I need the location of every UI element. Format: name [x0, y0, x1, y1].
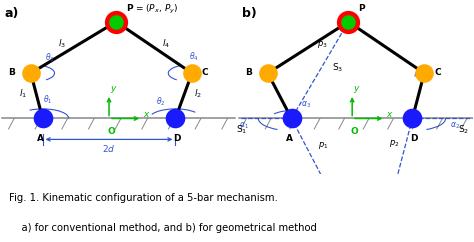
Text: $p_3$: $p_3$ — [317, 39, 328, 50]
Text: $\mathbf{P}$$\,=(P_x,\,P_y)$: $\mathbf{P}$$\,=(P_x,\,P_y)$ — [126, 3, 178, 16]
Text: $\mathbf{B}$: $\mathbf{B}$ — [9, 66, 17, 77]
Point — [112, 20, 120, 24]
Text: $\theta_2$: $\theta_2$ — [156, 96, 166, 108]
Point — [172, 117, 179, 121]
Point — [188, 71, 196, 75]
Text: $l_4$: $l_4$ — [162, 38, 170, 50]
Point — [409, 117, 416, 121]
Text: $\alpha_1$: $\alpha_1$ — [239, 120, 249, 131]
Point — [39, 117, 46, 121]
Text: $\mathrm{S}_2$: $\mathrm{S}_2$ — [458, 123, 469, 136]
Text: $\alpha_2$: $\alpha_2$ — [450, 120, 460, 131]
Text: $\mathrm{S}_1$: $\mathrm{S}_1$ — [236, 123, 247, 136]
Text: $\mathrm{S}_3$: $\mathrm{S}_3$ — [332, 61, 343, 74]
Text: $\alpha_3$: $\alpha_3$ — [301, 99, 311, 110]
Point — [112, 20, 120, 24]
Text: $x$: $x$ — [386, 110, 394, 119]
Text: $\theta_4$: $\theta_4$ — [190, 50, 199, 63]
Text: $\mathbf{C}$: $\mathbf{C}$ — [434, 66, 442, 77]
Text: $l_2$: $l_2$ — [194, 88, 202, 100]
Text: $y$: $y$ — [110, 83, 118, 95]
Text: $\mathbf{C}$: $\mathbf{C}$ — [201, 66, 210, 77]
Text: b): b) — [242, 7, 256, 20]
Text: $\mathbf{D}$: $\mathbf{D}$ — [410, 132, 419, 143]
Text: $l_1$: $l_1$ — [18, 88, 27, 100]
Text: a) for conventional method, and b) for geometrical method: a) for conventional method, and b) for g… — [9, 223, 318, 233]
Text: $\mathbf{P}$: $\mathbf{P}$ — [358, 2, 366, 13]
Text: $\mathbf{B}$: $\mathbf{B}$ — [246, 66, 254, 77]
Text: $y$: $y$ — [353, 83, 361, 95]
Text: $p_1$: $p_1$ — [318, 140, 329, 151]
Text: $\mathbf{O}$: $\mathbf{O}$ — [107, 125, 116, 136]
Text: $l_3$: $l_3$ — [58, 38, 65, 50]
Text: $x$: $x$ — [143, 110, 151, 119]
Point — [345, 20, 352, 24]
Text: $\theta_3$: $\theta_3$ — [45, 52, 55, 64]
Text: $p_2$: $p_2$ — [389, 138, 399, 150]
Text: $\theta_1$: $\theta_1$ — [43, 94, 52, 106]
Point — [264, 71, 272, 75]
Point — [288, 117, 295, 121]
Point — [420, 71, 428, 75]
Text: $\mathbf{O}$: $\mathbf{O}$ — [350, 125, 359, 136]
Text: $2d$: $2d$ — [102, 143, 116, 154]
Point — [345, 20, 352, 24]
Point — [27, 71, 35, 75]
Text: $\mathbf{A}$: $\mathbf{A}$ — [285, 132, 293, 143]
Text: $\mathbf{A}$: $\mathbf{A}$ — [36, 132, 45, 143]
Text: $\mathbf{D}$: $\mathbf{D}$ — [173, 132, 182, 143]
Text: Fig. 1. Kinematic configuration of a 5-bar mechanism.: Fig. 1. Kinematic configuration of a 5-b… — [9, 193, 278, 203]
Text: a): a) — [5, 7, 19, 20]
